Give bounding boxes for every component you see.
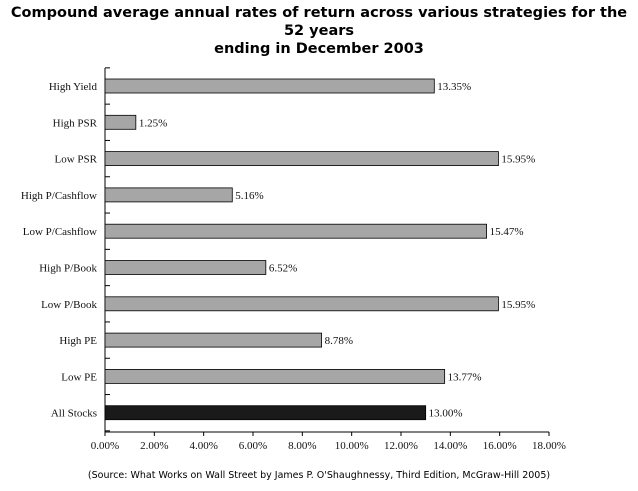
x-tick-label: 10.00%	[335, 440, 369, 452]
category-label: Low P/Cashflow	[23, 226, 97, 238]
category-label: High PSR	[53, 117, 98, 129]
x-tick-label: 16.00%	[483, 440, 517, 452]
chart-title-line-2: ending in December 2003	[214, 41, 424, 57]
bar-low-pe	[104, 368, 446, 384]
category-label: All Stocks	[51, 408, 97, 420]
bar-low-p-book	[104, 296, 499, 312]
x-tick-label: 4.00%	[189, 440, 217, 452]
value-label: 13.77%	[448, 371, 482, 383]
chart-title-line-1: Compound average annual rates of return …	[10, 5, 628, 39]
value-label: 13.00%	[429, 408, 463, 420]
category-label: High P/Book	[39, 263, 97, 275]
value-label: 6.52%	[269, 263, 297, 275]
category-label: High Yield	[49, 81, 98, 93]
value-label: 1.25%	[139, 117, 167, 129]
category-label: Low P/Book	[41, 299, 97, 311]
value-label: 8.78%	[325, 335, 353, 347]
value-label: 15.95%	[501, 299, 535, 311]
bar-high-pe	[104, 332, 322, 348]
chart-title: Compound average annual rates of return …	[0, 4, 638, 58]
value-label: 15.95%	[501, 154, 535, 166]
bar-high-yield	[104, 78, 435, 94]
x-tick-label: 8.00%	[288, 440, 316, 452]
value-label: 5.16%	[235, 190, 263, 202]
bar-low-psr	[104, 151, 499, 167]
value-label: 13.35%	[437, 81, 471, 93]
value-label: 15.47%	[490, 226, 524, 238]
x-tick-label: 18.00%	[532, 440, 566, 452]
x-tick-label: 6.00%	[239, 440, 267, 452]
category-label: High P/Cashflow	[21, 190, 97, 202]
x-tick-label: 14.00%	[433, 440, 467, 452]
bar-high-p-book	[104, 260, 267, 275]
x-tick-label: 2.00%	[140, 440, 168, 452]
category-label: High PE	[59, 335, 97, 347]
source-note: (Source: What Works on Wall Street by Ja…	[87, 470, 551, 481]
bar-high-p-cashflow	[104, 187, 233, 203]
x-tick-label: 0.00%	[91, 440, 119, 452]
bar-high-psr	[104, 114, 137, 130]
bar-low-p-cashflow	[104, 223, 487, 239]
category-label: Low PE	[61, 371, 97, 383]
category-label: Low PSR	[55, 154, 98, 166]
x-tick-label: 12.00%	[384, 440, 418, 452]
bar-all-stocks	[104, 405, 427, 421]
